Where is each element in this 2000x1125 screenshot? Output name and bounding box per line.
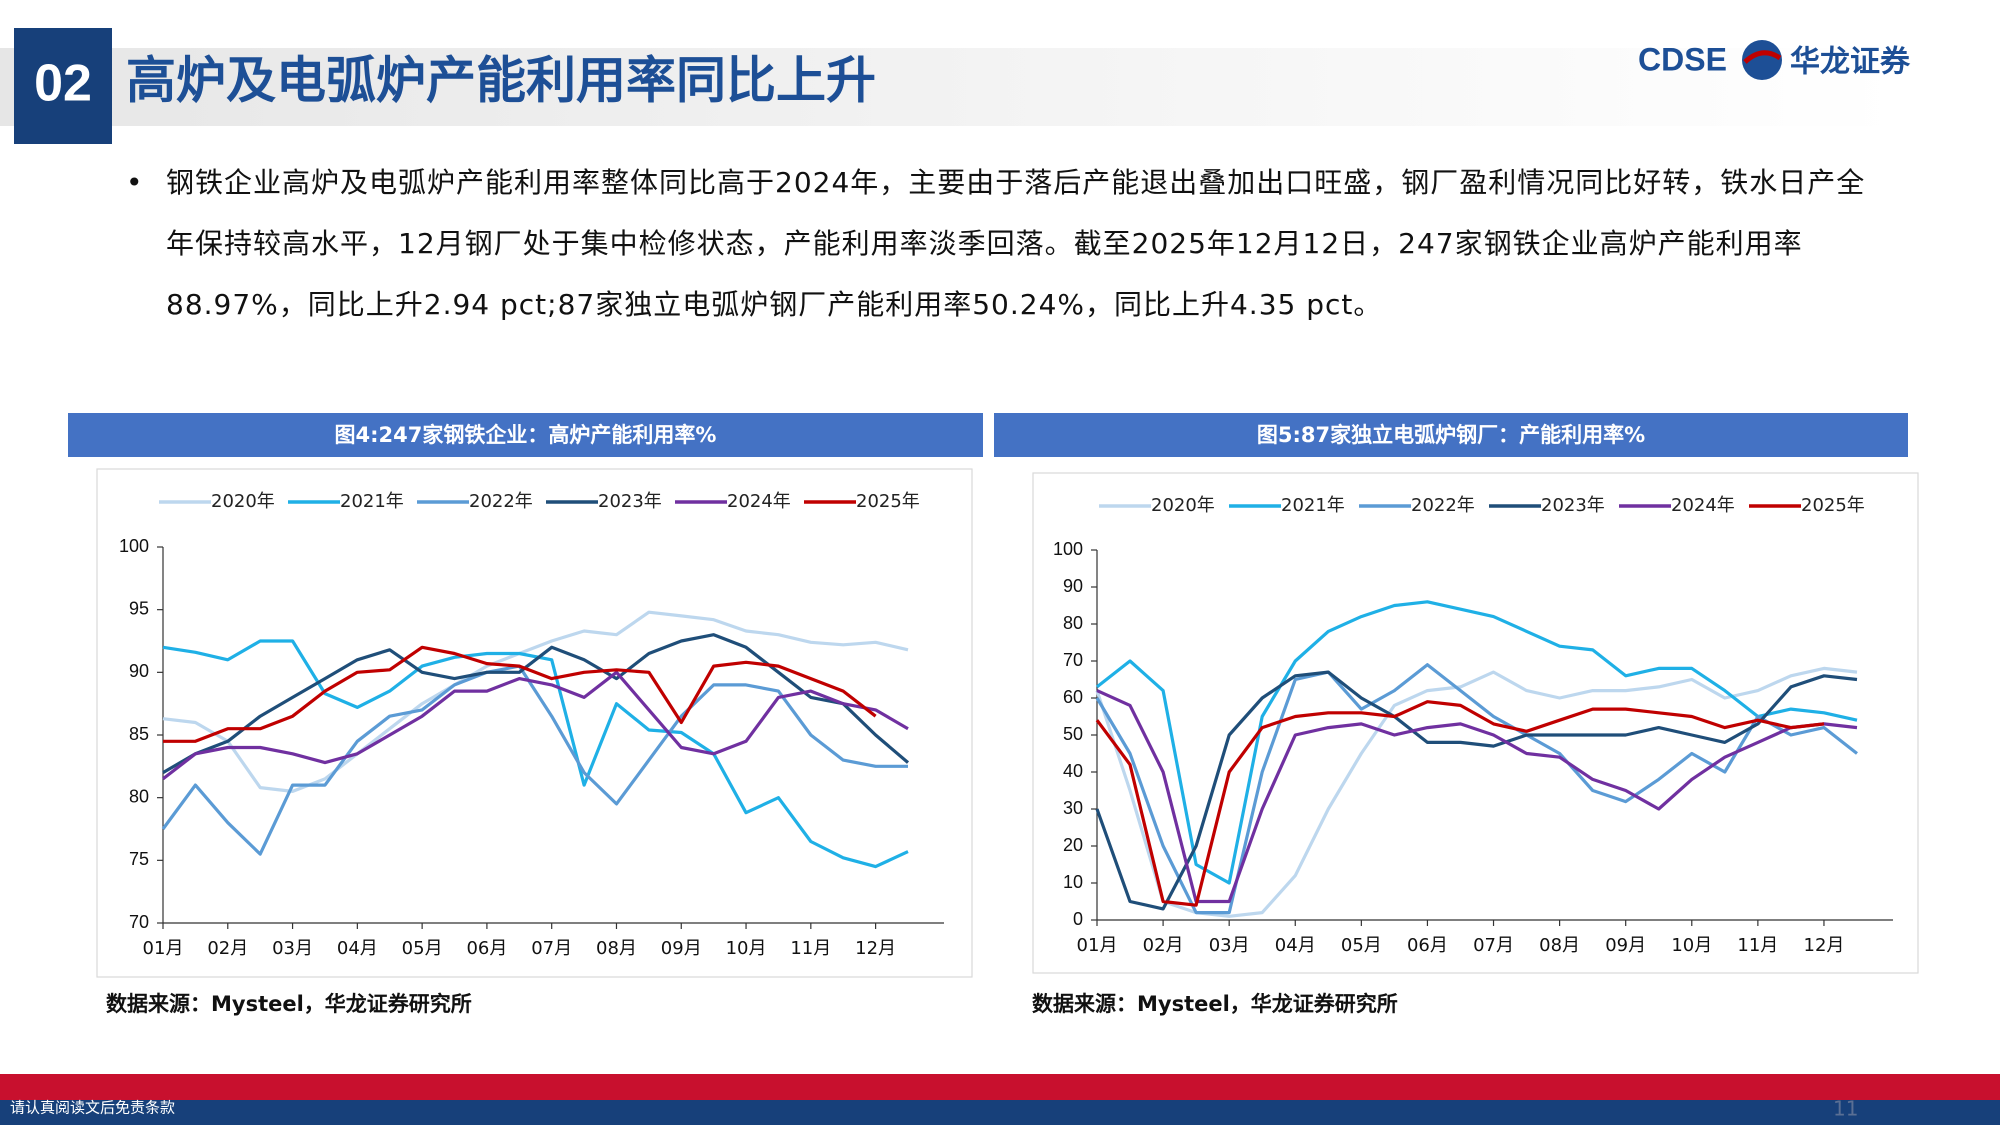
x-tick-label: 02月 bbox=[1143, 935, 1184, 956]
y-tick-label: 100 bbox=[1053, 539, 1083, 559]
legend-label: 2021年 bbox=[340, 491, 404, 512]
series-line bbox=[1095, 663, 1858, 915]
x-tick-label: 04月 bbox=[337, 938, 378, 959]
legend-label: 2024年 bbox=[1671, 495, 1735, 516]
y-tick-label: 75 bbox=[129, 849, 149, 869]
x-tick-label: 03月 bbox=[272, 938, 313, 959]
x-tick-label: 07月 bbox=[531, 938, 572, 959]
y-tick-label: 80 bbox=[1063, 613, 1083, 633]
logo-text: CDSE bbox=[1638, 41, 1727, 77]
x-tick-label: 01月 bbox=[1077, 935, 1118, 956]
legend-label: 2025年 bbox=[856, 491, 920, 512]
legend-label: 2022年 bbox=[469, 491, 533, 512]
chart-header-bar bbox=[994, 413, 1908, 457]
chart-frame bbox=[96, 468, 973, 978]
x-tick-label: 04月 bbox=[1275, 935, 1316, 956]
y-tick-label: 40 bbox=[1063, 761, 1083, 781]
series-line bbox=[1096, 689, 1858, 904]
y-tick-label: 20 bbox=[1063, 835, 1083, 855]
x-tick-label: 10月 bbox=[1671, 935, 1712, 956]
legend-label: 2023年 bbox=[1541, 495, 1605, 516]
x-tick-label: 06月 bbox=[466, 938, 507, 959]
legend-label: 2020年 bbox=[1151, 495, 1215, 516]
legend-label: 2021年 bbox=[1281, 495, 1345, 516]
series-line bbox=[163, 645, 877, 743]
slide-title: 高炉及电弧炉产能利用率同比上升 bbox=[126, 52, 876, 110]
x-tick-label: 08月 bbox=[596, 938, 637, 959]
x-tick-label: 10月 bbox=[726, 938, 767, 959]
y-tick-label: 80 bbox=[129, 786, 149, 806]
chart-header-bar bbox=[68, 413, 983, 457]
x-tick-label: 12月 bbox=[855, 938, 896, 959]
x-tick-label: 09月 bbox=[661, 938, 702, 959]
chart-source: 数据来源：Mysteel，华龙证券研究所 bbox=[106, 992, 472, 1016]
x-tick-label: 09月 bbox=[1605, 935, 1646, 956]
y-tick-label: 90 bbox=[1063, 576, 1083, 596]
series-line bbox=[162, 639, 909, 869]
x-tick-label: 02月 bbox=[207, 938, 248, 959]
series-line bbox=[1095, 700, 1825, 907]
header-strip bbox=[0, 48, 1900, 126]
x-tick-label: 12月 bbox=[1804, 935, 1845, 956]
y-tick-label: 60 bbox=[1063, 687, 1083, 707]
series-line bbox=[1096, 600, 1858, 885]
series-line bbox=[1095, 670, 1858, 911]
bullet-text: 钢铁企业高炉及电弧炉产能利用率整体同比高于2024年，主要由于落后产能退出叠加出… bbox=[126, 152, 1886, 335]
logo-swoosh bbox=[1743, 50, 1782, 64]
legend-label: 2025年 bbox=[1801, 495, 1865, 516]
logo-icon bbox=[1742, 40, 1782, 80]
series-line bbox=[161, 664, 908, 856]
section-box bbox=[14, 28, 112, 144]
section-number: 02 bbox=[34, 55, 92, 113]
y-tick-label: 70 bbox=[129, 912, 149, 932]
x-tick-label: 06月 bbox=[1407, 935, 1448, 956]
chart-title: 图5:87家独立电弧炉钢厂：产能利用率% bbox=[1257, 423, 1645, 447]
y-tick-label: 100 bbox=[119, 536, 149, 556]
x-tick-label: 05月 bbox=[402, 938, 443, 959]
y-tick-label: 30 bbox=[1063, 798, 1083, 818]
logo-cn: 华龙证券 bbox=[1790, 45, 1911, 80]
footer-red-band bbox=[0, 1074, 2000, 1101]
x-tick-label: 05月 bbox=[1341, 935, 1382, 956]
series-line bbox=[162, 670, 909, 781]
y-tick-label: 50 bbox=[1063, 724, 1083, 744]
footer-blue-band bbox=[0, 1100, 2000, 1125]
x-tick-label: 11月 bbox=[1737, 935, 1778, 956]
chart-source: 数据来源：Mysteel，华龙证券研究所 bbox=[1032, 992, 1398, 1016]
legend-label: 2022年 bbox=[1411, 495, 1475, 516]
y-tick-label: 0 bbox=[1073, 909, 1083, 929]
y-tick-label: 90 bbox=[129, 661, 149, 681]
x-tick-label: 08月 bbox=[1539, 935, 1580, 956]
x-tick-label: 01月 bbox=[143, 938, 184, 959]
x-tick-label: 11月 bbox=[790, 938, 831, 959]
page-number: 11 bbox=[1833, 1097, 1858, 1121]
legend-label: 2020年 bbox=[211, 491, 275, 512]
footer-disclaimer: 请认真阅读文后免责条款 bbox=[10, 1099, 175, 1117]
series-line bbox=[162, 610, 909, 793]
chart-frame bbox=[1032, 472, 1919, 974]
chart-title: 图4:247家钢铁企业：高炉产能利用率% bbox=[335, 423, 717, 447]
y-tick-label: 95 bbox=[129, 598, 149, 618]
y-tick-label: 85 bbox=[129, 724, 149, 744]
x-tick-label: 07月 bbox=[1473, 935, 1514, 956]
y-tick-label: 70 bbox=[1063, 650, 1083, 670]
x-tick-label: 03月 bbox=[1209, 935, 1250, 956]
series-line bbox=[162, 633, 910, 774]
legend-label: 2023年 bbox=[598, 491, 662, 512]
legend-label: 2024年 bbox=[727, 491, 791, 512]
y-tick-label: 10 bbox=[1063, 872, 1083, 892]
